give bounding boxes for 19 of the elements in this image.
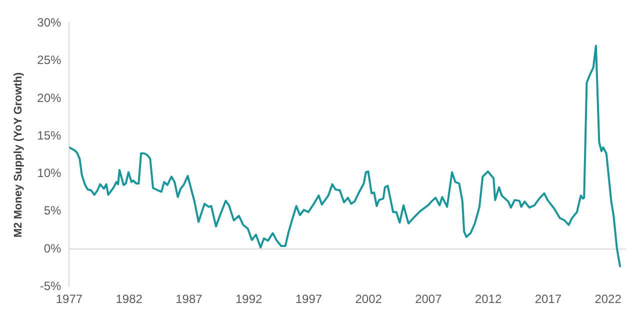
y-tick-label: 25% [37,53,62,68]
x-tick-label: 1982 [116,292,143,306]
y-tick-label: 15% [37,128,62,142]
y-tick-label: -5% [40,278,62,293]
x-tick-label: 2002 [355,292,382,306]
y-tick-label: 5% [44,204,62,218]
y-tick-label: 20% [37,90,62,105]
x-tick-label: 1977 [56,292,83,306]
x-tick-label: 2007 [415,292,442,306]
x-tick-label: 2012 [474,292,502,306]
x-tick-label: 1997 [295,292,322,306]
y-tick-label: 0% [44,241,62,256]
y-axis-title: M2 Money Supply (YoY Growth) [12,72,25,238]
x-tick-label: 2022 [594,292,622,306]
x-tick-label: 2017 [534,292,562,306]
x-tick-label: 1987 [176,292,203,306]
y-tick-label: 30% [37,16,62,30]
x-tick-label: 1992 [235,292,262,306]
y-tick-label: 10% [37,166,62,180]
